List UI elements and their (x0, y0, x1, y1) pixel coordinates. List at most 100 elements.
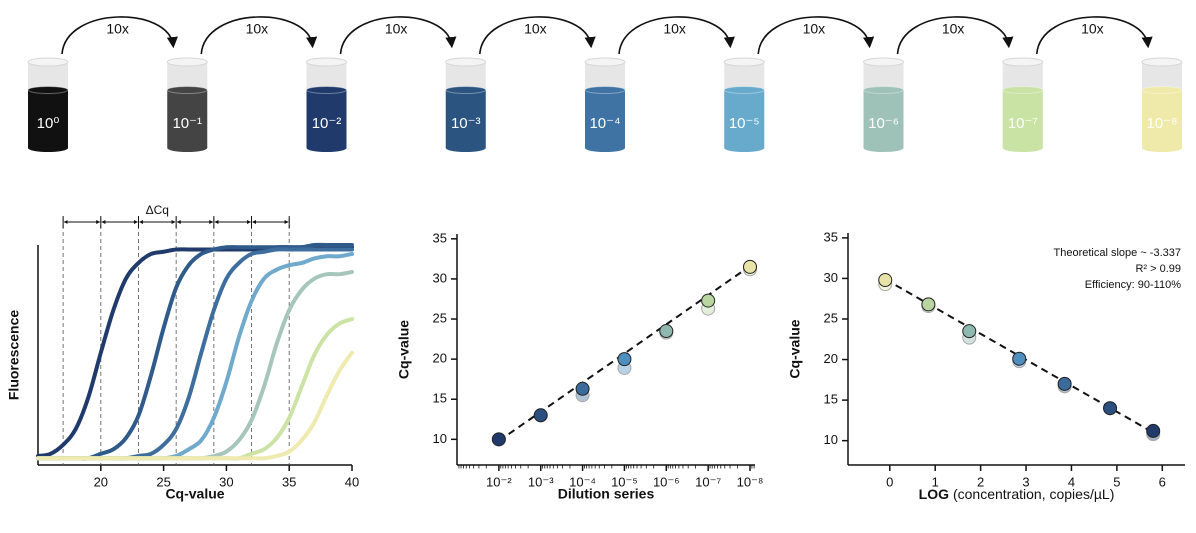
tube-liquid (306, 90, 347, 148)
tube: 10⁻⁵ (723, 57, 765, 152)
tube-bottom (445, 144, 486, 152)
y-axis-label: Cq-value (787, 319, 803, 378)
delta-cq-label: ΔCq (146, 203, 169, 217)
tube-label: 10⁻³ (451, 115, 481, 132)
x-tick-label: 25 (156, 474, 170, 489)
liquid-surface (1002, 86, 1044, 94)
dilution-arrow (478, 16, 596, 55)
x-tick-label: 2 (977, 474, 984, 489)
tube: 10⁻¹ (166, 57, 208, 152)
y-tick-label: 35 (433, 230, 447, 245)
data-point (659, 324, 674, 339)
amplification-curve (36, 247, 354, 461)
x-tick-label: 30 (219, 474, 233, 489)
y-tick-label: 10 (433, 431, 447, 446)
data-point (533, 408, 548, 423)
tube-bottom (306, 144, 347, 152)
dilution-arrow (618, 16, 735, 55)
annotation: R² > 0.99 (1135, 263, 1181, 275)
liquid-surface (1141, 86, 1183, 94)
y-tick-label: 15 (824, 392, 838, 407)
tube-rim (863, 57, 904, 67)
arrow-label: 10x (385, 21, 408, 37)
tube-rim (1002, 57, 1044, 67)
x-axis-label-part: (concentration, copies/µL) (953, 486, 1114, 502)
tube-rim (306, 57, 347, 67)
y-tick-label: 30 (824, 270, 838, 285)
tube-liquid (1002, 90, 1043, 148)
x-tick-label: 5 (1113, 474, 1120, 489)
tube-liquid (724, 90, 765, 148)
liquid-surface (863, 86, 904, 94)
tube-bottom (1142, 144, 1182, 152)
tube-label: 10⁻⁸ (1147, 115, 1178, 132)
tube-rim (445, 57, 487, 67)
liquid-surface (306, 86, 347, 94)
liquid-surface (584, 86, 626, 94)
x-tick-label: 10⁻⁶ (653, 474, 680, 489)
chart: 20 25 30 35 40 Cq-value Fluorescence ΔCq (6, 203, 360, 502)
data-point (1057, 376, 1072, 391)
tube-bottom (1002, 144, 1043, 152)
tube-rim (723, 57, 765, 67)
tube: 10⁻⁴ (584, 57, 626, 152)
tube: 10⁰ (27, 57, 69, 152)
tube-bottom (167, 144, 208, 152)
x-axis-label: Cq-value (165, 486, 224, 502)
tube-bottom (863, 144, 904, 152)
arrow-label: 10x (524, 21, 547, 37)
tube-label: 10⁻² (312, 115, 342, 132)
tube-liquid (1142, 90, 1182, 148)
amplification-curve (36, 269, 354, 461)
x-tick-label: 10⁻⁷ (695, 474, 721, 489)
y-axis-label: Fluorescence (6, 310, 22, 400)
tube-label: 10⁰ (37, 115, 60, 132)
data-point (962, 324, 977, 339)
data-point (921, 297, 936, 312)
x-tick-label: 10⁻⁸ (737, 474, 764, 489)
data-point (743, 259, 758, 274)
y-axis-label: Cq-value (396, 320, 412, 379)
data-point (617, 352, 632, 367)
tube-rim (584, 57, 626, 67)
dilution-arrow (1035, 16, 1153, 55)
chart: 0 1 2 3 4 5 6 10 15 20 25 30 35 LOG (concentration, co… (787, 229, 1185, 502)
x-tick-label: 4 (1068, 474, 1075, 489)
arrow-label: 10x (803, 21, 826, 37)
y-tick-label: 25 (824, 310, 838, 325)
arrow-label: 10x (942, 21, 965, 37)
x-tick-label: 10⁻⁴ (569, 474, 596, 489)
dilution-arrow (61, 16, 178, 55)
tube-liquid (28, 90, 68, 148)
chart: 10⁻² 10⁻³ 10⁻⁴ 10⁻⁵ 10⁻⁶ 10⁻⁷ 10⁻⁸ 10 15 20 25 30 35… (396, 230, 764, 501)
data-point (1146, 423, 1161, 438)
tube-liquid (863, 90, 904, 148)
data-point (575, 381, 590, 396)
tube-bottom (585, 144, 625, 152)
tube-rim (1141, 57, 1183, 67)
x-axis-label: Dilution series (558, 486, 655, 502)
tube-label: 10⁻⁶ (868, 115, 899, 132)
y-tick-label: 35 (824, 229, 838, 244)
tube-rim (166, 57, 208, 67)
tube-label: 10⁻¹ (172, 115, 202, 132)
tube-liquid (585, 90, 625, 148)
tube: 10⁻³ (445, 57, 487, 152)
tube-label: 10⁻⁷ (1008, 115, 1038, 132)
tube-bottom (724, 144, 765, 152)
tube-rim (27, 57, 69, 67)
annotation: Efficiency: 90-110% (1085, 279, 1181, 291)
x-axis-label-part: LOG (919, 486, 949, 502)
x-tick-label: 0 (886, 474, 893, 489)
y-tick-label: 20 (824, 351, 838, 366)
liquid-surface (166, 86, 208, 94)
y-tick-label: 20 (433, 351, 447, 366)
x-tick-label: 1 (932, 474, 939, 489)
y-tick-label: 25 (433, 310, 447, 325)
liquid-surface (27, 86, 69, 94)
tube: 10⁻² (306, 57, 347, 152)
amplification-curve (36, 245, 354, 459)
data-point (491, 432, 506, 447)
